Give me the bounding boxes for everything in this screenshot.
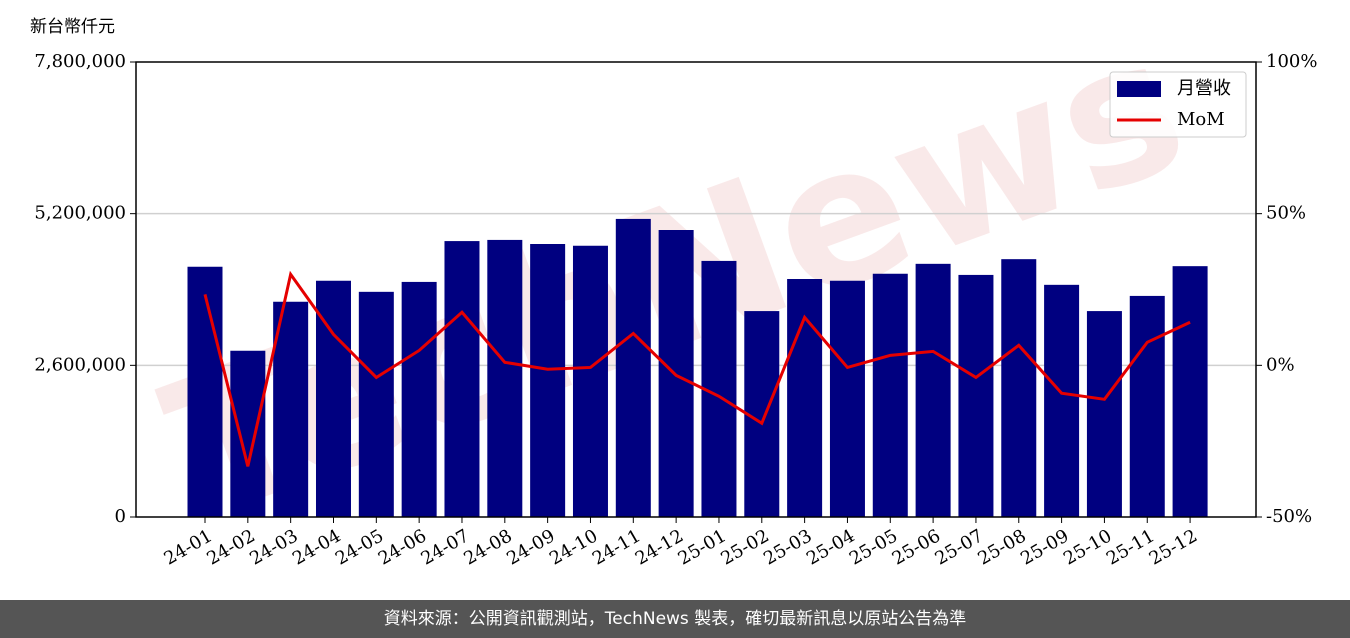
x-tick-label: 25-12: [1146, 525, 1201, 569]
plot-frame: [135, 61, 1257, 518]
x-tick-label: 24-06: [375, 525, 430, 569]
footer: 資料來源：公開資訊觀測站，TechNews 製表，確切最新訊息以原站公告為準: [0, 600, 1350, 638]
legend: 月營收 MoM: [1109, 71, 1247, 138]
y2-tick-label: -50%: [1266, 506, 1312, 527]
bar: [1044, 284, 1080, 517]
legend-swatch: [1117, 81, 1161, 97]
bar: [615, 218, 651, 517]
x-tick-label: 25-11: [1103, 525, 1158, 569]
y2-tick-label: 100%: [1266, 51, 1317, 72]
x-tick-label: 25-01: [675, 525, 730, 569]
x-tick-label: 24-09: [503, 525, 558, 569]
bar: [744, 311, 780, 517]
line: [203, 270, 1191, 467]
y-tick-label: 2,600,000: [34, 354, 126, 375]
x-tick-label: 25-02: [717, 525, 772, 569]
bar: [915, 263, 951, 517]
x-tick-label: 25-10: [1060, 525, 1115, 569]
x-tick-label: 24-07: [418, 525, 473, 569]
bar: [530, 244, 566, 517]
bar: [401, 281, 437, 517]
bar: [487, 239, 523, 517]
x-tick-label: 24-11: [589, 525, 644, 569]
y-tick-label: 7,800,000: [34, 51, 126, 72]
bar: [1086, 311, 1122, 517]
bar: [444, 241, 480, 518]
y-axis-label: 新台幣仟元: [30, 17, 115, 37]
bar: [829, 280, 865, 517]
legend-label: MoM: [1177, 109, 1225, 130]
x-tick-label: 25-08: [974, 525, 1029, 569]
bar: [1001, 259, 1037, 517]
bar: [1129, 295, 1165, 517]
legend-label: 月營收: [1177, 78, 1231, 99]
x-tick-label: 24-08: [460, 525, 515, 569]
x-tick-label: 24-10: [546, 525, 601, 569]
bar: [230, 350, 266, 517]
x-tick-label: 25-06: [889, 525, 944, 569]
bar: [872, 273, 908, 517]
x-tick-label: 25-03: [760, 525, 815, 569]
bar: [572, 245, 608, 517]
bar: [787, 279, 823, 517]
bar: [1172, 266, 1208, 517]
y-tick-label: 0: [115, 506, 126, 527]
y-tick-label: 5,200,000: [34, 203, 126, 224]
bar: [273, 301, 309, 517]
x-tick-label: 25-09: [1017, 525, 1072, 569]
x-tick-label: 25-07: [932, 525, 987, 569]
x-tick-label: 25-04: [803, 525, 858, 569]
bar: [358, 291, 394, 517]
x-tick-label: 24-05: [332, 525, 387, 569]
bar: [187, 266, 223, 517]
x-tick-label: 24-01: [161, 525, 216, 569]
x-tick-label: 25-05: [846, 525, 901, 569]
x-tick-label: 24-12: [632, 525, 687, 569]
bar: [958, 274, 994, 517]
y2-tick-label: 0%: [1266, 354, 1295, 375]
chart: 新台幣仟元 TechNews 02,600,0005,200,0007,800,…: [30, 0, 1317, 570]
y2-tick-label: 50%: [1266, 203, 1306, 224]
